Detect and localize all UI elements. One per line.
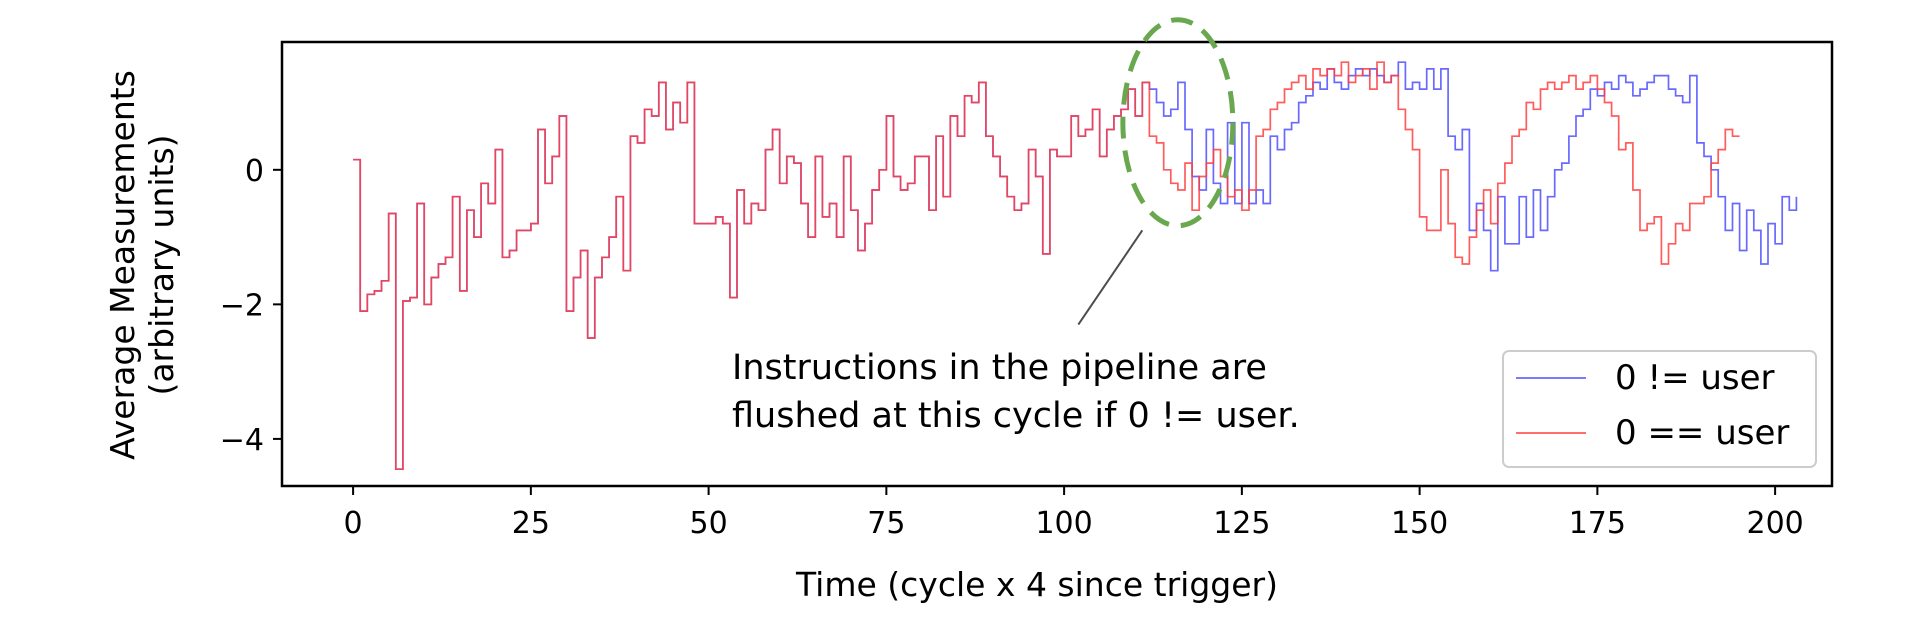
x-tick-label: 100 (1035, 506, 1092, 541)
x-axis-label: Time (cycle x 4 since trigger) (795, 565, 1278, 604)
x-tick-label: 25 (512, 506, 550, 541)
annotation-text-line1: Instructions in the pipeline are (732, 348, 1267, 388)
y-tick-label: 0 (245, 154, 264, 189)
y-tick-label: −2 (220, 288, 264, 323)
x-tick-label: 75 (867, 506, 905, 541)
x-tick-label: 125 (1213, 506, 1270, 541)
x-tick-label: 0 (344, 506, 363, 541)
y-axis-label-line1: Average Measurements (103, 70, 142, 460)
x-tick-label: 200 (1746, 506, 1803, 541)
legend: 0 != user 0 == user (1502, 350, 1817, 468)
axes-frame (280, 40, 1834, 488)
axes-layer: 0 25 50 75 100 125 150 175 200 −4 −2 0 (220, 40, 1834, 541)
series-line-2 (353, 61, 1740, 471)
legend-label-series-2: 0 == user (1615, 413, 1789, 453)
legend-box (1502, 350, 1817, 468)
annotation-text-line2: flushed at this cycle if 0 != user. (732, 396, 1300, 436)
x-tick-label: 150 (1391, 506, 1448, 541)
series-layer (353, 61, 1798, 471)
y-axis-label-line2: (arbitrary units) (142, 134, 181, 395)
annotation-pointer-line (1077, 229, 1144, 326)
highlight-ellipse (1120, 17, 1236, 229)
x-tick-label: 175 (1569, 506, 1626, 541)
annotation-layer: Instructions in the pipeline are flushed… (732, 17, 1300, 436)
y-tick-label: −4 (220, 423, 264, 458)
x-tick-label: 50 (690, 506, 728, 541)
legend-label-series-1: 0 != user (1615, 358, 1775, 398)
